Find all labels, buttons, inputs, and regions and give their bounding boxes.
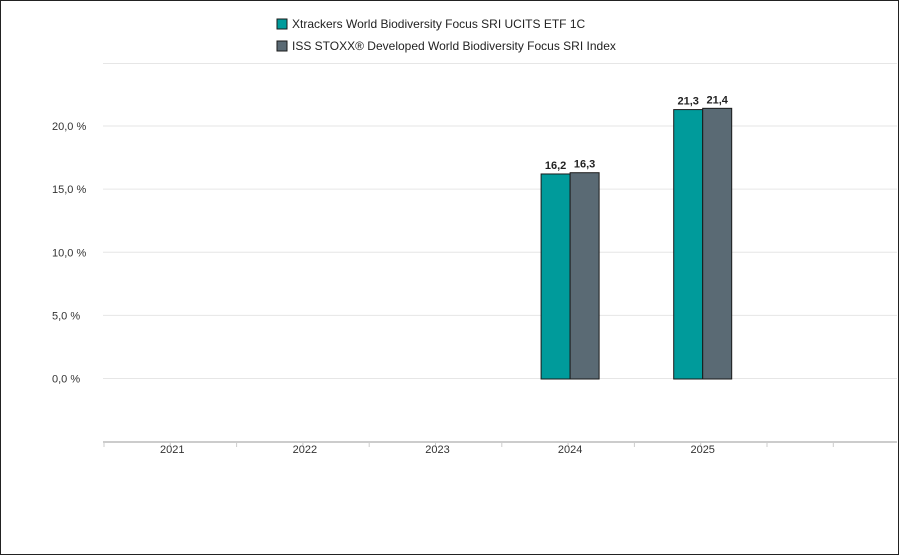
- data-label-2025-series-1: 21,4: [706, 94, 728, 106]
- y-tick-label-0: 0,0 %: [52, 374, 80, 386]
- x-tick-label-2024: 2024: [558, 444, 582, 456]
- legend-swatch-1: [276, 40, 288, 52]
- bar-2024-series-1: [569, 172, 600, 380]
- x-tick-label-2022: 2022: [293, 444, 317, 456]
- y-tick-label-4: 20,0 %: [52, 121, 86, 133]
- x-tick-label-2025: 2025: [690, 444, 714, 456]
- y-tick-label-3: 15,0 %: [52, 184, 86, 196]
- bars: [540, 107, 733, 380]
- data-label-2024-series-0: 16,2: [545, 160, 566, 172]
- y-axis: 0,0 % 5,0 % 10,0 % 15,0 % 20,0 %: [52, 121, 86, 386]
- legend-label-0: Xtrackers World Biodiversity Focus SRI U…: [292, 17, 586, 31]
- x-tick-label-2023: 2023: [425, 444, 449, 456]
- gridlines: [103, 63, 897, 379]
- y-tick-label-1: 5,0 %: [52, 310, 80, 322]
- bar-2024-series-0: [540, 173, 571, 380]
- data-label-2025-series-0: 21,3: [677, 96, 698, 108]
- x-tick-label-2021: 2021: [160, 444, 184, 456]
- bar-2025-series-0: [673, 109, 704, 380]
- bar-2025-series-1: [702, 107, 733, 380]
- data-label-2024-series-1: 16,3: [574, 159, 595, 171]
- legend-label-1: ISS STOXX® Developed World Biodiversity …: [292, 39, 616, 53]
- x-axis: 2021 2022 2023 2024 2025: [103, 441, 897, 456]
- y-tick-label-2: 10,0 %: [52, 247, 86, 259]
- legend: Xtrackers World Biodiversity Focus SRI U…: [276, 17, 616, 53]
- legend-swatch-0: [276, 18, 288, 30]
- data-labels: 16,2 16,3 21,3 21,4: [545, 94, 729, 172]
